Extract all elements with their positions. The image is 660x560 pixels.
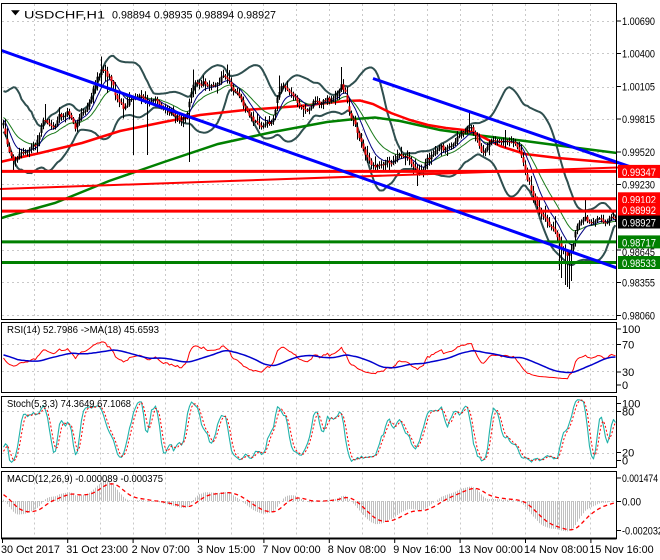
svg-text:-0.002032: -0.002032 xyxy=(622,526,660,538)
svg-text:100: 100 xyxy=(622,324,640,336)
svg-text:0.00: 0.00 xyxy=(622,497,641,509)
svg-text:14 Nov 08:00: 14 Nov 08:00 xyxy=(524,544,588,556)
svg-text:0.001474: 0.001474 xyxy=(622,473,658,485)
svg-text:USDCHF,H1: USDCHF,H1 xyxy=(24,10,105,22)
svg-text:0.98894 0.98935 0.98894 0.9892: 0.98894 0.98935 0.98894 0.98927 xyxy=(112,10,276,22)
svg-text:3 Nov 15:00: 3 Nov 15:00 xyxy=(197,544,255,556)
svg-text:Stoch(5,3,3) 74.3649 67.1068: Stoch(5,3,3) 74.3649 67.1068 xyxy=(7,398,131,410)
svg-text:70: 70 xyxy=(622,340,634,352)
svg-text:13 Nov 00:00: 13 Nov 00:00 xyxy=(459,544,523,556)
svg-text:0: 0 xyxy=(622,380,628,392)
svg-text:15 Nov 16:00: 15 Nov 16:00 xyxy=(589,544,653,556)
svg-text:1.00690: 1.00690 xyxy=(622,16,655,28)
svg-text:1.00105: 1.00105 xyxy=(622,82,655,94)
svg-text:1.00400: 1.00400 xyxy=(622,49,655,61)
svg-text:0.99815: 0.99815 xyxy=(622,114,655,126)
svg-text:100: 100 xyxy=(622,399,640,411)
svg-text:8 Nov 08:00: 8 Nov 08:00 xyxy=(328,544,386,556)
svg-text:31 Oct 23:00: 31 Oct 23:00 xyxy=(66,544,128,556)
svg-text:0: 0 xyxy=(622,456,628,468)
svg-text:80: 80 xyxy=(622,407,634,419)
svg-text:0.99347: 0.99347 xyxy=(622,167,656,179)
svg-text:0.98060: 0.98060 xyxy=(622,311,655,323)
svg-text:0.98717: 0.98717 xyxy=(622,237,656,249)
svg-text:0.98992: 0.98992 xyxy=(622,205,656,217)
svg-text:30: 30 xyxy=(622,367,634,379)
svg-text:7 Nov 00:00: 7 Nov 00:00 xyxy=(262,544,320,556)
svg-text:9 Nov 16:00: 9 Nov 16:00 xyxy=(393,544,451,556)
svg-text:0.99230: 0.99230 xyxy=(622,180,655,192)
svg-text:30 Oct 2017: 30 Oct 2017 xyxy=(1,544,60,556)
svg-text:2 Nov 07:00: 2 Nov 07:00 xyxy=(132,544,190,556)
svg-text:0.98927: 0.98927 xyxy=(622,218,656,230)
svg-text:0.99520: 0.99520 xyxy=(622,147,655,159)
svg-text:MACD(12,26,9) -0.000089 -0.000: MACD(12,26,9) -0.000089 -0.000375 xyxy=(7,473,163,485)
svg-text:0.98533: 0.98533 xyxy=(622,258,656,270)
svg-text:RSI(14) 52.7986 ->MA(18) 45.6: RSI(14) 52.7986 ->MA(18) 45.6593 xyxy=(7,324,159,336)
svg-text:0.98355: 0.98355 xyxy=(622,278,655,290)
svg-text:20: 20 xyxy=(622,448,634,460)
